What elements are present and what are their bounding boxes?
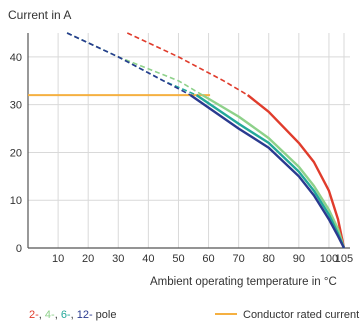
x-tick-label: 10 [52,253,64,265]
y-tick-label: 40 [10,52,22,64]
legend-pole-part: , [70,309,77,321]
legend-pole-part: pole [92,309,117,321]
x-axis-label: Ambient operating temperature in °C [150,276,337,288]
y-axis-label: Current in A [8,8,72,22]
x-tick-label: 70 [233,253,245,265]
series-2-pole-derating-dashed [126,32,249,96]
x-tick-label: 30 [112,253,124,265]
x-tick-label: 100 [320,253,338,265]
y-tick-label: 10 [10,195,22,207]
legend-pole-series: 2-, 4-, 6-, 12- pole [29,309,116,321]
legend-pole-part: 4- [44,309,55,321]
series-4-pole-derating-dashed [66,32,203,96]
x-tick-label: 20 [82,253,94,265]
x-tick-label: 80 [263,253,275,265]
legend-pole-part: 12- [76,309,93,321]
legend-pole-part: , [38,309,45,321]
x-tick-label: 50 [172,253,184,265]
series-2-pole-curve [246,94,346,249]
series-4-pole-curve [201,94,346,249]
series-6-pole-derating-dashed [66,32,197,96]
y-tick-label: 0 [16,243,22,255]
legend-pole-part: 2- [29,309,39,321]
legend-pole-part: , [54,309,61,321]
x-tick-label: 40 [142,253,154,265]
legend-pole-part: 6- [60,309,71,321]
y-tick-label: 30 [10,100,22,112]
rated-current-swatch [215,313,237,316]
x-tick-label: 105 [335,253,353,265]
legend-rated-current: Conductor rated current [215,309,359,321]
series-6-pole-curve [195,94,346,249]
y-tick-label: 20 [10,147,22,159]
series-12-pole-derating-dashed [66,32,191,96]
rated-current-label: Conductor rated current [243,309,360,321]
x-tick-label: 90 [293,253,305,265]
series-12-pole-curve [189,94,346,249]
x-tick-label: 60 [202,253,214,265]
